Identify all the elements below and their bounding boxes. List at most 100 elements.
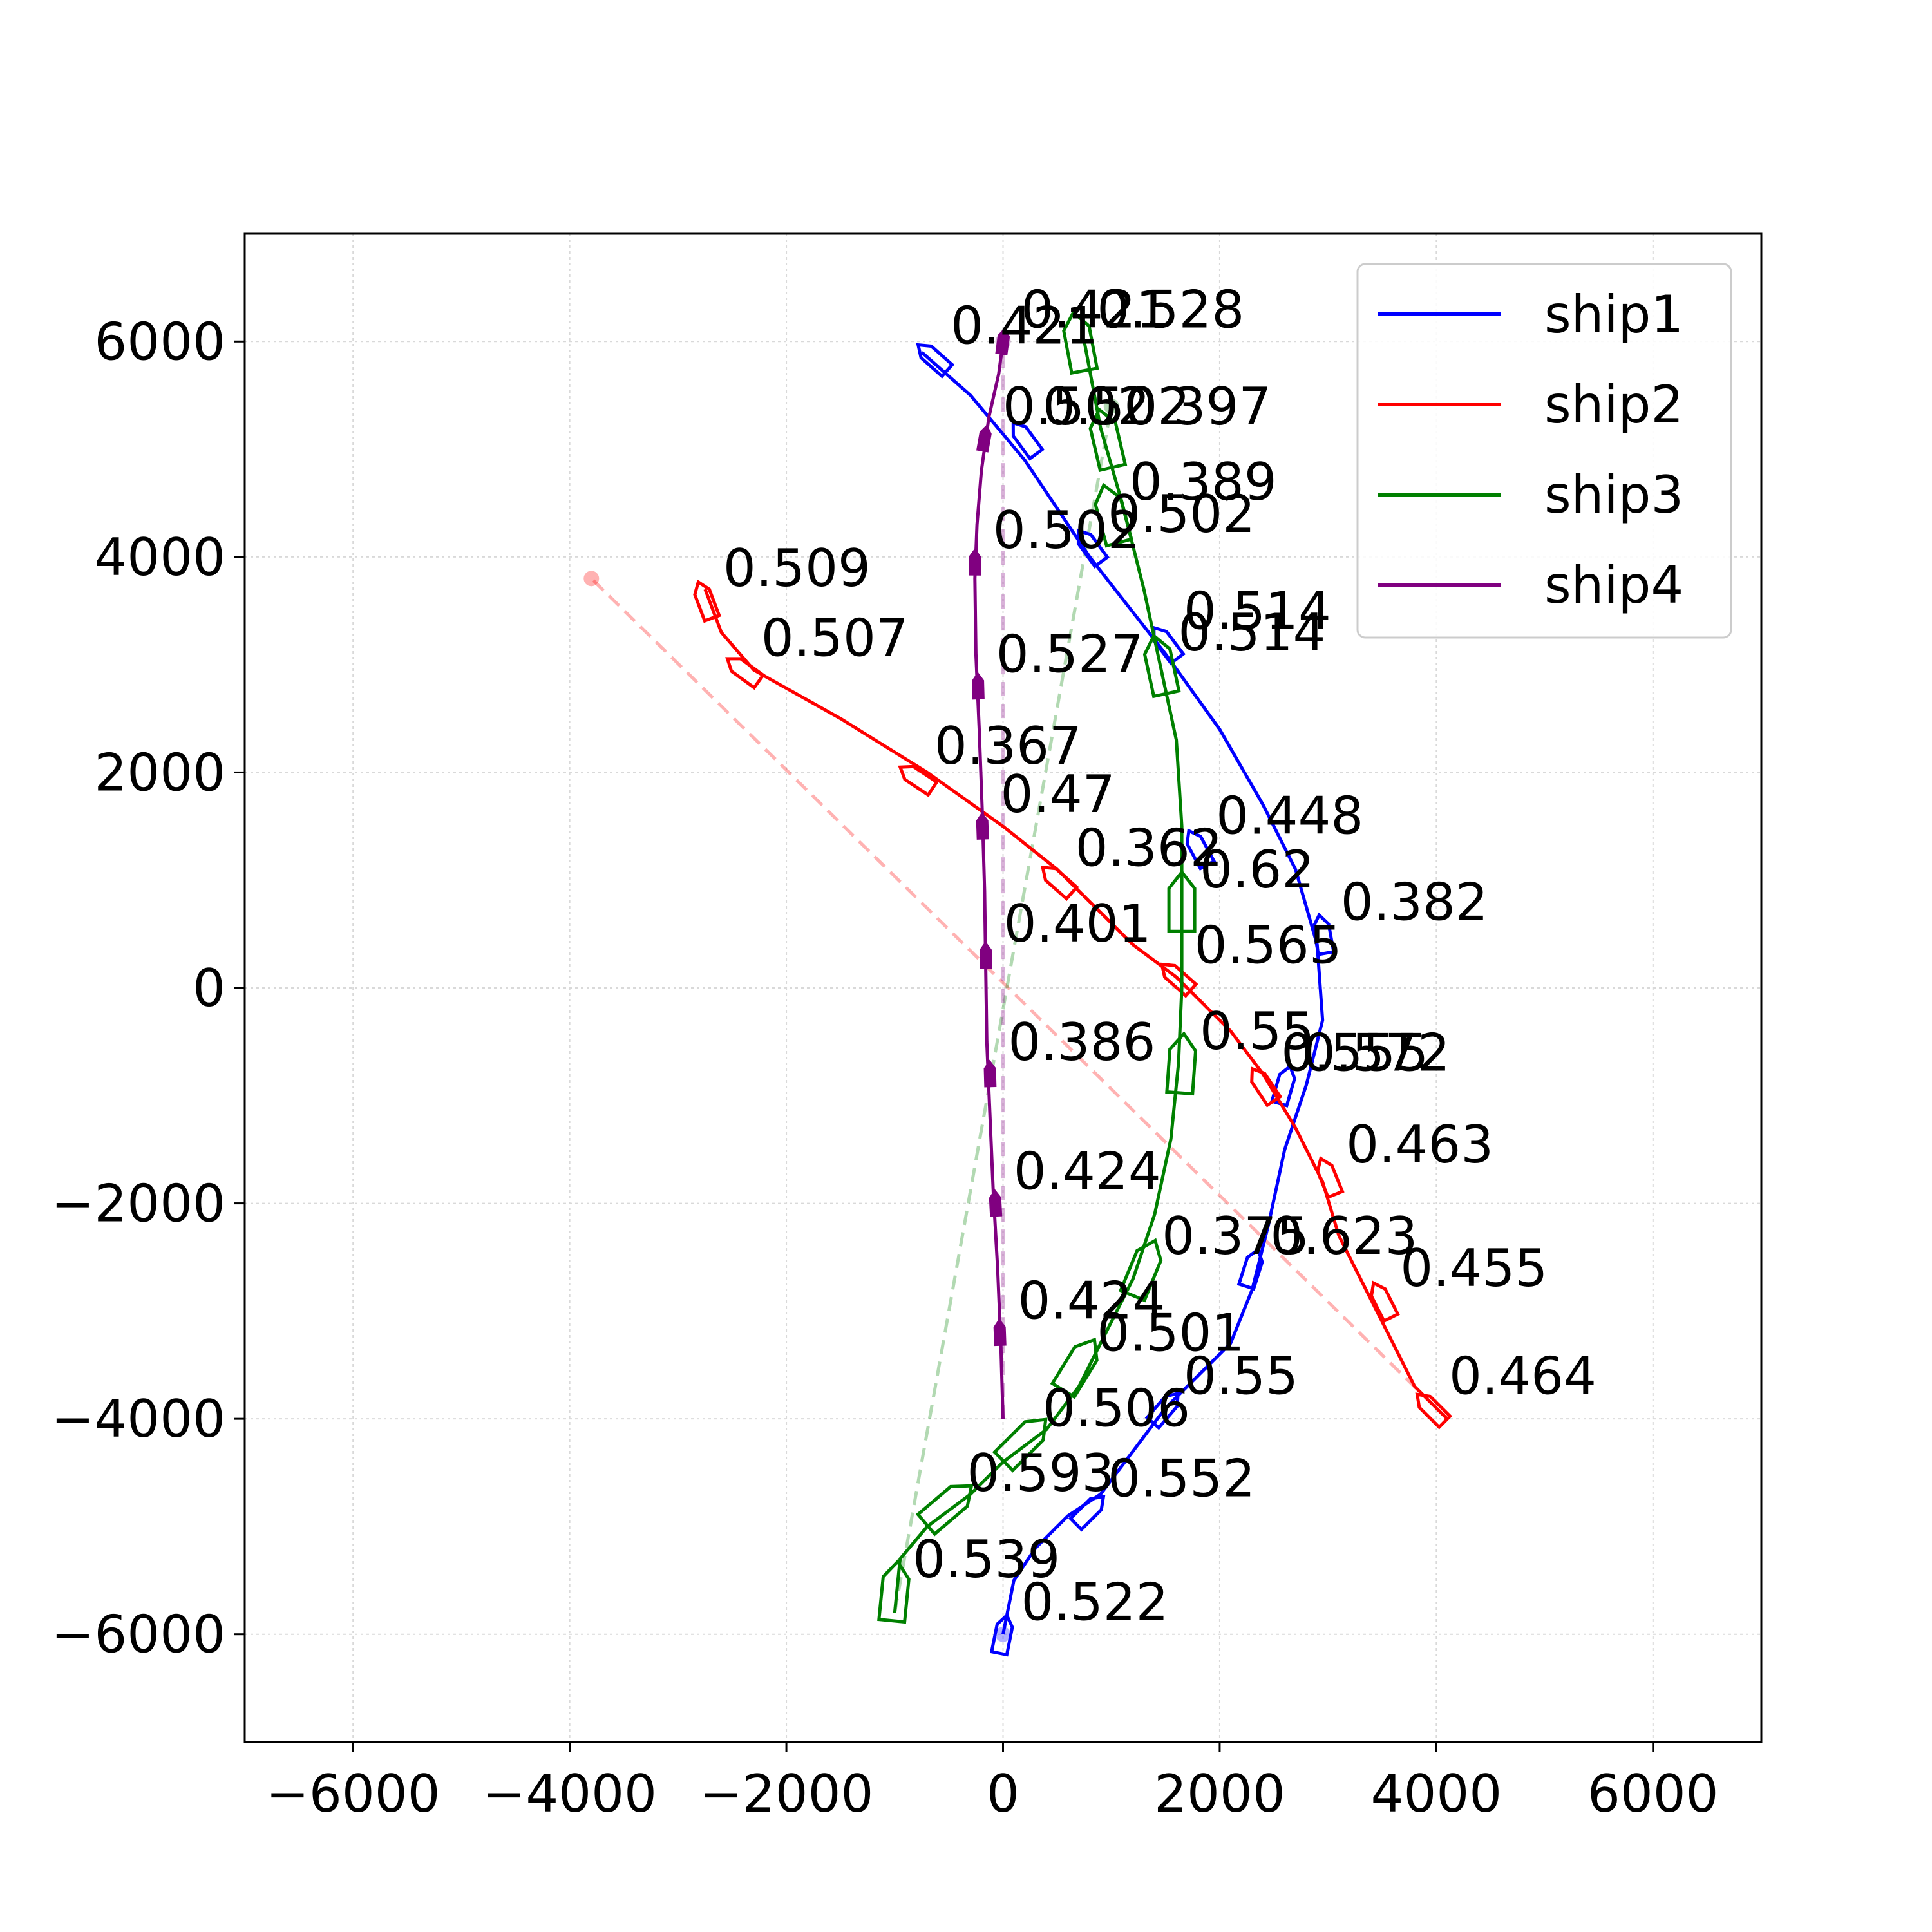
ship3-ship-marker-2	[992, 1417, 1048, 1473]
ship3-ship-marker-7	[1142, 633, 1181, 699]
ship3-label-10: 0.528	[1097, 279, 1244, 339]
ship1-ship-marker-6	[1185, 828, 1217, 871]
ship4-label-2: 0.386	[1008, 1012, 1155, 1072]
ship4-label-8: 0.421	[1021, 279, 1169, 339]
x-tick-label-5: 4000	[1371, 1764, 1502, 1824]
y-tick-label-0: −6000	[51, 1605, 225, 1665]
ship2-ship-marker-6	[898, 764, 940, 797]
x-tick-label-3: 0	[987, 1764, 1019, 1824]
ship3-label-0: 0.539	[913, 1530, 1060, 1589]
ship4-ship-marker-3	[979, 941, 992, 969]
y-tick-label-6: 6000	[94, 312, 225, 372]
ship3-label-3: 0.501	[1097, 1303, 1244, 1363]
ship1-label-2: 0.55	[1184, 1346, 1298, 1406]
ship3-label-4: 0.375	[1162, 1206, 1309, 1266]
ship4-ship-marker-1	[989, 1189, 1003, 1217]
legend-label-ship3: ship3	[1544, 465, 1683, 525]
ship3-label-1: 0.593	[967, 1443, 1114, 1503]
ship4-ship-marker-4	[976, 811, 989, 840]
ship4-label-6: 0.502	[993, 500, 1141, 560]
ship2-ship-marker-3	[1250, 1066, 1283, 1108]
ship3-target-point	[1103, 398, 1119, 414]
ship2-label-2: 0.463	[1346, 1115, 1493, 1175]
ship1-label-5: 0.382	[1341, 872, 1488, 932]
ship2-ship-marker-2	[1316, 1156, 1345, 1200]
legend-label-ship2: ship2	[1544, 375, 1683, 435]
x-tick-label-4: 2000	[1154, 1764, 1285, 1824]
ship1-ship-marker-10	[916, 343, 955, 379]
ship3-label-2: 0.506	[1043, 1379, 1190, 1439]
ship1-label-3: 0.623	[1270, 1206, 1417, 1266]
ship4-ship-marker-2	[983, 1059, 997, 1088]
ship1-target-point	[995, 1626, 1011, 1642]
ship3-ship-marker-10	[1062, 310, 1099, 375]
ship3-ship-marker-5	[1165, 1031, 1198, 1096]
ship4-ship-marker-5	[972, 672, 985, 700]
target-lines	[583, 334, 1448, 1642]
ship4-label-3: 0.401	[1004, 894, 1151, 954]
ship1-label-7: 0.514	[1184, 582, 1331, 641]
ship1-ship-marker-2	[1144, 1391, 1180, 1430]
ship4-ship-marker-8	[995, 327, 1010, 355]
ship2-target-line	[590, 577, 1448, 1420]
ship2-ship-marker-5	[1040, 866, 1079, 902]
data-labels: 0.5220.5520.550.6230.5720.3820.4480.5140…	[723, 279, 1596, 1632]
ship3-ship-marker-8	[1094, 482, 1133, 548]
ship2-label-0: 0.464	[1449, 1346, 1596, 1406]
ship3-label-8: 0.389	[1130, 452, 1277, 512]
ship1-ship-marker-9	[1011, 421, 1045, 461]
ship2-target-point	[583, 571, 600, 587]
ship1-label-6: 0.448	[1216, 786, 1363, 846]
ship2-ship-marker-7	[725, 657, 766, 690]
ship4-ship-marker-6	[969, 547, 981, 576]
ship3-ship-marker-6	[1167, 869, 1197, 933]
ship1-ship-marker-5	[1311, 912, 1336, 956]
ship3-ship-marker-3	[1050, 1337, 1099, 1399]
ship2-ship-marker-8	[693, 579, 721, 623]
ship2-label-3: 0.555	[1281, 1023, 1428, 1083]
ship3-label-9: 0.397	[1124, 377, 1271, 437]
ship2-ship-marker-1	[1369, 1280, 1400, 1323]
ship2-label-7: 0.507	[761, 609, 909, 668]
x-tick-label-0: −6000	[266, 1764, 440, 1824]
ship3-ship-marker-9	[1088, 407, 1128, 473]
series-layer	[693, 310, 1453, 1657]
ship1-ship-marker-0	[989, 1613, 1014, 1657]
ship1-label-10: 0.421	[951, 296, 1098, 355]
ship3-ship-marker-0	[877, 1559, 911, 1624]
ship1-label-9: 0.502	[1043, 377, 1190, 437]
ship4-label-7: 0.502	[1003, 377, 1150, 437]
ship1-label-1: 0.552	[1108, 1448, 1255, 1508]
ship1-ship-marker-4	[1269, 1063, 1296, 1108]
ship3-label-5: 0.55	[1200, 1001, 1314, 1061]
y-tick-label-1: −4000	[51, 1389, 225, 1449]
ship4-label-1: 0.424	[1014, 1142, 1161, 1202]
ship4-label-5: 0.527	[996, 625, 1144, 685]
ship3-label-6: 0.62	[1200, 840, 1314, 900]
ship1-ship-marker-3	[1236, 1247, 1264, 1291]
x-tick-label-2: −2000	[699, 1764, 874, 1824]
ship4-ship-marker-0	[993, 1318, 1007, 1347]
axis-ticks: −6000 −4000 −2000 0 2000 4000 6000 −6000 −4000 −2…	[51, 312, 1718, 1824]
legend-label-ship1: ship1	[1544, 285, 1683, 345]
ship2-label-6: 0.367	[934, 716, 1082, 776]
ship2-label-8: 0.509	[723, 538, 871, 598]
legend-box	[1356, 263, 1732, 639]
ship2-label-1: 0.455	[1400, 1238, 1548, 1298]
ship1-label-0: 0.522	[1021, 1573, 1169, 1633]
ship4-label-4: 0.47	[1001, 764, 1115, 824]
ship2-ship-marker-4	[1159, 962, 1198, 998]
ship2-ship-marker-0	[1415, 1392, 1453, 1430]
y-tick-label-4: 2000	[94, 743, 225, 802]
ship1-ship-marker-1	[1068, 1495, 1106, 1532]
ship4-ship-marker-7	[976, 424, 992, 453]
y-tick-label-3: 0	[193, 958, 225, 1018]
ship2-label-4: 0.565	[1195, 915, 1342, 975]
ship3-target-line	[893, 406, 1113, 1613]
x-tick-label-1: −4000	[482, 1764, 657, 1824]
ship4-label-0: 0.424	[1018, 1271, 1165, 1331]
y-tick-label-5: 4000	[94, 527, 225, 587]
x-tick-label-6: 6000	[1587, 1764, 1719, 1824]
legend: ship1 ship2 ship3 ship4	[1356, 263, 1732, 639]
